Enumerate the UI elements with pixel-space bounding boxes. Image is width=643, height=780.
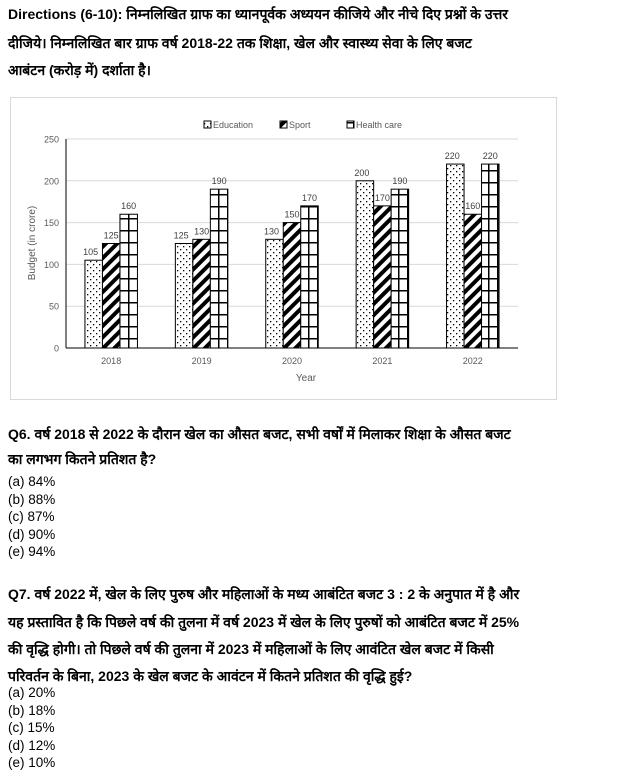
legend-swatch (279, 120, 288, 129)
y-tick-label: 0 (54, 344, 59, 354)
data-label: 125 (104, 231, 119, 241)
option-c[interactable]: (c) 87% (8, 509, 55, 524)
x-tick-label: 2019 (192, 356, 212, 366)
y-tick-label: 100 (44, 260, 59, 270)
bar-health-care (300, 205, 319, 349)
question-text: Q6. वर्ष 2018 से 2022 के दौरान खेल का औस… (8, 426, 511, 442)
data-label: 130 (264, 226, 279, 236)
y-tick-label: 150 (44, 218, 59, 228)
data-label: 105 (83, 247, 98, 257)
y-tick-label: 200 (44, 176, 59, 186)
legend-label: Education (213, 120, 253, 130)
bar-sport (192, 238, 211, 349)
legend-label: Health care (356, 120, 402, 130)
option-d[interactable]: (d) 12% (8, 737, 56, 753)
bar-education (84, 259, 103, 349)
legend-label: Sport (289, 120, 311, 130)
data-label: 220 (445, 151, 460, 161)
bar-education (446, 163, 465, 349)
bar-health-care (481, 163, 500, 349)
question-text: Q7. वर्ष 2022 में, खेल के लिए पुरुष और म… (8, 586, 520, 602)
bar-education (265, 238, 284, 349)
data-label: 170 (375, 193, 390, 203)
bar-sport (101, 243, 121, 349)
option-b[interactable]: (b) 18% (8, 702, 56, 718)
question-text: का लगभग कितने प्रतिशत है? (8, 451, 157, 467)
bar-chart: 0 50 100 150 200 250 2018 105 125 160 2019 125 130 1… (10, 97, 557, 400)
option-b[interactable]: (b) 88% (8, 491, 56, 507)
y-axis-title: Budget (in crore) (27, 206, 38, 280)
bar-education (355, 180, 375, 349)
option-e[interactable]: (e) 10% (8, 755, 56, 770)
y-tick-label: 50 (49, 302, 59, 312)
option-e[interactable]: (e) 94% (8, 544, 56, 559)
data-label: 150 (284, 210, 299, 220)
x-tick-label: 2021 (372, 356, 392, 366)
x-tick-label: 2020 (282, 356, 302, 366)
x-tick-label: 2018 (101, 356, 121, 366)
data-label: 190 (392, 176, 407, 186)
data-label: 160 (121, 201, 136, 211)
question-text: की वृद्धि होगी। तो पिछले वर्ष की तुलना म… (8, 641, 494, 657)
chart-svg: 0 50 100 150 200 250 2018 105 125 160 2019 125 130 1… (27, 120, 518, 384)
x-axis-title: Year (296, 373, 317, 384)
bar-health-care (209, 188, 229, 349)
data-label: 220 (483, 151, 498, 161)
option-c[interactable]: (c) 15% (8, 720, 55, 735)
data-label: 160 (465, 201, 480, 211)
data-label: 200 (354, 168, 369, 178)
data-label: 170 (302, 193, 317, 203)
y-tick-label: 250 (44, 135, 59, 145)
legend-swatch (203, 120, 212, 129)
option-d[interactable]: (d) 90% (8, 526, 56, 542)
data-label: 130 (194, 226, 209, 236)
directions-line: आबंटन (करोड़ में) दर्शाता है। (8, 62, 151, 78)
option-a[interactable]: (a) 84% (8, 474, 56, 489)
bar-sport (463, 213, 483, 349)
bar-health-care (390, 188, 410, 349)
directions-line: Directions (6-10): निम्नलिखित ग्राफ का ध… (8, 6, 508, 22)
bar-health-care (119, 213, 138, 349)
data-label: 125 (174, 231, 189, 241)
question-text: परिवर्तन के बिना, 2023 के खेल बजट के आवं… (8, 668, 413, 684)
data-label: 190 (212, 176, 227, 186)
directions-line: दीजिये। निम्नलिखित बार ग्राफ वर्ष 2018-2… (8, 35, 472, 51)
bar-sport (282, 222, 302, 349)
x-tick-label: 2022 (463, 356, 483, 366)
question-text: यह प्रस्तावित है कि पिछले वर्ष की तुलना … (8, 614, 520, 630)
bar-education (174, 243, 194, 349)
bar-sport (373, 205, 392, 349)
legend-swatch (346, 120, 355, 129)
option-a[interactable]: (a) 20% (8, 685, 56, 700)
